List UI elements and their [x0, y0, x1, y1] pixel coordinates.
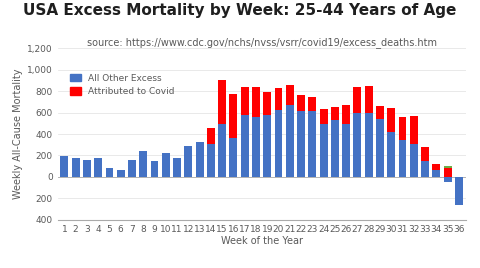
Bar — [151, 161, 158, 177]
Bar — [410, 116, 418, 144]
Bar — [421, 161, 429, 177]
Bar — [275, 110, 282, 177]
Title: source: https://www.cdc.gov/nchs/nvss/vsrr/covid19/excess_deaths.htm: source: https://www.cdc.gov/nchs/nvss/vs… — [86, 37, 437, 48]
Text: USA Excess Mortality by Week: 25-44 Years of Age: USA Excess Mortality by Week: 25-44 Year… — [24, 3, 456, 18]
Bar — [229, 138, 238, 177]
Bar — [207, 128, 215, 144]
Bar — [421, 147, 429, 161]
Bar — [365, 113, 372, 177]
Bar — [218, 80, 226, 124]
Bar — [342, 105, 350, 124]
Bar — [218, 124, 226, 177]
Bar — [83, 160, 91, 177]
Bar — [376, 106, 384, 119]
Bar — [331, 107, 339, 120]
Bar — [353, 113, 361, 177]
Bar — [252, 87, 260, 117]
Bar — [444, 177, 452, 182]
Bar — [241, 87, 249, 115]
Bar — [297, 111, 305, 177]
Bar — [60, 156, 68, 177]
Bar — [455, 177, 463, 205]
Bar — [128, 160, 136, 177]
X-axis label: Week of the Year: Week of the Year — [221, 236, 302, 246]
Bar — [252, 117, 260, 177]
Bar — [139, 151, 147, 177]
Bar — [207, 144, 215, 177]
Bar — [444, 166, 452, 168]
Bar — [320, 124, 327, 177]
Bar — [432, 164, 440, 170]
Bar — [94, 158, 102, 177]
Bar — [308, 111, 316, 177]
Bar — [444, 168, 452, 177]
Bar — [353, 87, 361, 113]
Bar — [432, 170, 440, 177]
Bar — [162, 153, 170, 177]
Bar — [286, 85, 294, 105]
Bar — [173, 158, 181, 177]
Bar — [297, 95, 305, 111]
Bar — [275, 88, 282, 110]
Bar — [398, 140, 407, 177]
Bar — [229, 94, 238, 138]
Bar — [387, 132, 395, 177]
Bar — [387, 108, 395, 132]
Bar — [342, 124, 350, 177]
Bar — [117, 170, 125, 177]
Bar — [376, 119, 384, 177]
Legend: All Other Excess, Attributed to Covid: All Other Excess, Attributed to Covid — [66, 70, 178, 100]
Bar — [264, 115, 271, 177]
Bar — [264, 92, 271, 115]
Bar — [184, 146, 192, 177]
Bar — [106, 168, 113, 177]
Bar — [331, 120, 339, 177]
Bar — [72, 158, 80, 177]
Y-axis label: Weekly All-Cause Mortality: Weekly All-Cause Mortality — [13, 69, 23, 199]
Bar — [410, 144, 418, 177]
Bar — [241, 115, 249, 177]
Bar — [365, 86, 372, 113]
Bar — [286, 105, 294, 177]
Bar — [320, 109, 327, 124]
Bar — [398, 117, 407, 140]
Bar — [308, 97, 316, 111]
Bar — [196, 142, 204, 177]
